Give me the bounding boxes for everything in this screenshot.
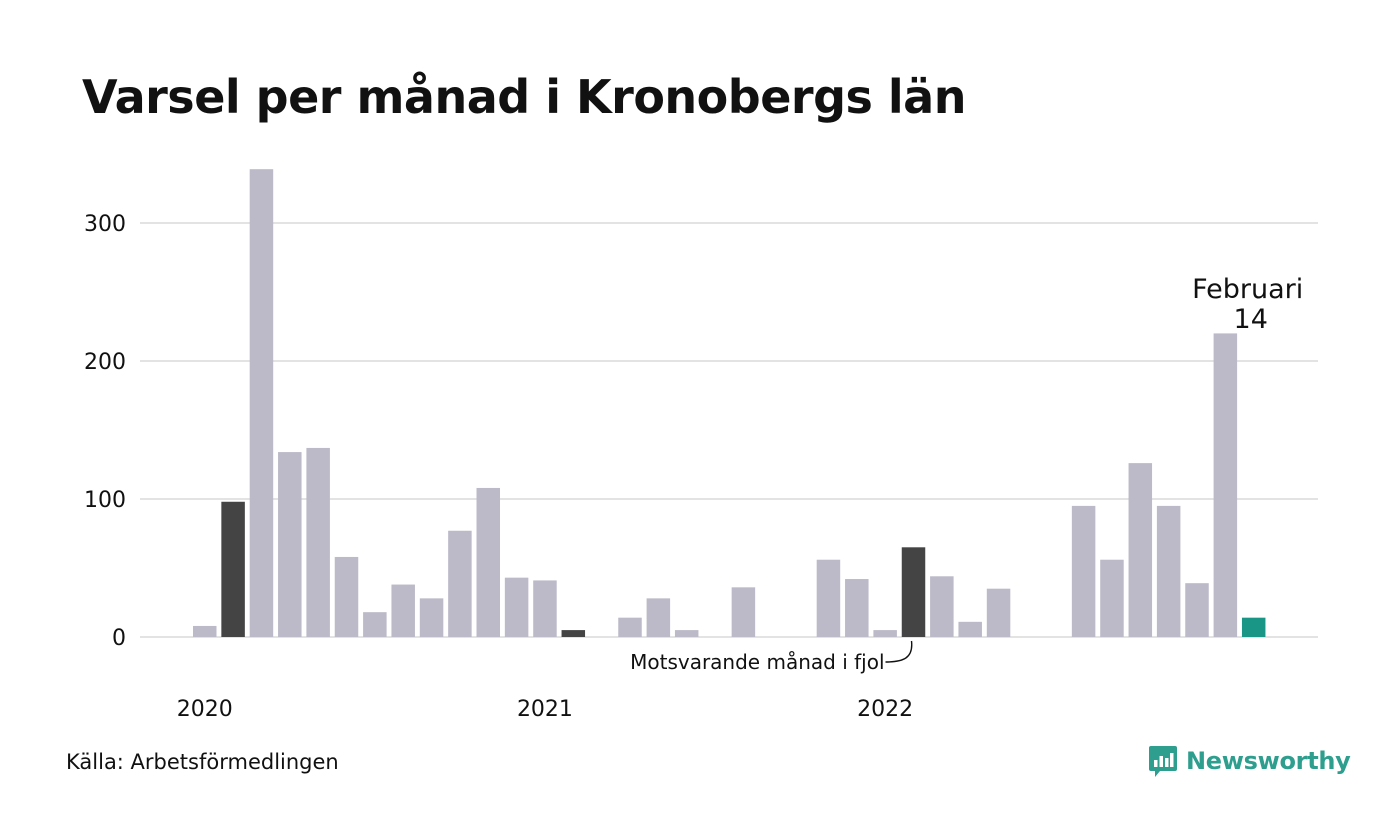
y-tick-label: 300 [84, 212, 126, 237]
bar [363, 612, 387, 637]
y-tick-label: 0 [112, 626, 126, 651]
bar [476, 487, 500, 637]
callout-value: 14 [1234, 304, 1268, 335]
previous-year-annotation: Motsvarande månad i fjol [630, 650, 884, 674]
y-axis-ticks: 0 100 200 300 [84, 212, 126, 651]
bar [419, 598, 444, 637]
bar [1185, 583, 1209, 637]
bar [845, 579, 869, 637]
bar [249, 169, 274, 637]
bar [334, 556, 359, 637]
brand-name: Newsworthy [1186, 747, 1351, 775]
bar [816, 559, 841, 637]
bar [221, 501, 245, 637]
bar [1241, 617, 1266, 637]
y-tick-label: 200 [84, 350, 126, 375]
x-tick-label: 2022 [857, 697, 913, 722]
x-tick-label: 2021 [517, 697, 573, 722]
source-note: Källa: Arbetsförmedlingen [66, 750, 339, 774]
bar [1213, 333, 1238, 637]
bar [986, 588, 1011, 637]
bar [193, 625, 217, 637]
newsworthy-logo-icon [1149, 746, 1177, 777]
bar [873, 630, 897, 637]
bar [646, 598, 671, 637]
bar [674, 630, 699, 637]
annotation-arrow [885, 640, 913, 663]
bar [278, 452, 302, 637]
x-axis-ticks: 2020 2021 2022 [177, 697, 913, 722]
bar [533, 580, 557, 637]
bar [901, 547, 926, 637]
bar [306, 447, 330, 637]
brand-logo[interactable]: Newsworthy [1148, 744, 1351, 778]
x-tick-label: 2020 [177, 697, 233, 722]
bar [930, 576, 954, 637]
bar [1100, 559, 1124, 637]
bar [618, 617, 642, 637]
bar [1156, 505, 1181, 637]
bar [504, 577, 529, 637]
bar [958, 621, 982, 637]
callout-month: Februari [1192, 274, 1303, 305]
bar [731, 587, 756, 637]
bar-chart: 0 100 200 300 2020 2021 2022 Motsvarande måna… [84, 169, 1318, 722]
bar [561, 630, 586, 637]
page-title: Varsel per månad i Kronobergs län [82, 70, 966, 124]
bar [1071, 505, 1096, 637]
y-tick-label: 100 [84, 488, 126, 513]
bars [193, 169, 1266, 637]
bar [1128, 463, 1153, 637]
annotations: Motsvarande månad i fjol Februari 14 [630, 274, 1303, 674]
bar [448, 530, 472, 637]
bar [391, 584, 415, 637]
